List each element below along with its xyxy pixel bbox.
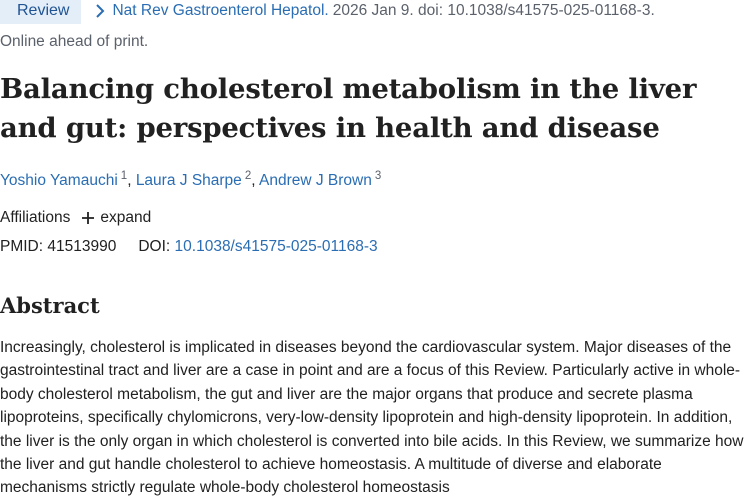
- doi-label: DOI:: [138, 238, 171, 255]
- affiliation-number[interactable]: 3: [374, 170, 382, 182]
- author-separator: ,: [127, 172, 136, 189]
- affiliation-number[interactable]: 2: [244, 170, 252, 182]
- citation-header: Review Nat Rev Gastroenterol Hepatol. 20…: [0, 0, 750, 26]
- journal-link[interactable]: Nat Rev Gastroenterol Hepatol.: [112, 2, 329, 19]
- abstract-text: Increasingly, cholesterol is implicated …: [0, 339, 744, 497]
- author-link[interactable]: Laura J Sharpe: [135, 172, 242, 189]
- author-list: Yoshio Yamauchi 1, Laura J Sharpe 2, Andre…: [0, 170, 381, 190]
- affiliations-label: Affiliations: [0, 209, 71, 226]
- journal-citation: Nat Rev Gastroenterol Hepatol. 2026 Jan …: [94, 2, 655, 20]
- expand-label: expand: [100, 209, 152, 226]
- pmid-label: PMID:: [0, 238, 44, 255]
- pmid-value: 41513990: [47, 238, 117, 255]
- plus-icon: [82, 212, 95, 224]
- affiliation-number[interactable]: 1: [120, 170, 128, 182]
- abstract-heading: Abstract: [0, 293, 100, 318]
- chevron-right-icon[interactable]: [94, 4, 106, 18]
- article-title: Balancing cholesterol metabolism in the …: [0, 73, 697, 144]
- identifiers-row: PMID: 41513990 DOI: 10.1038/s41575-025-01…: [0, 238, 378, 256]
- author-link[interactable]: Andrew J Brown: [258, 172, 372, 189]
- doi-link[interactable]: 10.1038/s41575-025-01168-3: [174, 238, 378, 255]
- citation-details: 2026 Jan 9. doi: 10.1038/s41575-025-0116…: [332, 2, 655, 19]
- article-type-badge: Review: [0, 0, 82, 24]
- expand-affiliations-button[interactable]: expand: [82, 209, 151, 227]
- publication-status: Online ahead of print.: [0, 33, 149, 50]
- author-separator: ,: [251, 172, 259, 189]
- author-link[interactable]: Yoshio Yamauchi: [0, 172, 118, 189]
- affiliations-row: Affiliations expand: [0, 209, 151, 227]
